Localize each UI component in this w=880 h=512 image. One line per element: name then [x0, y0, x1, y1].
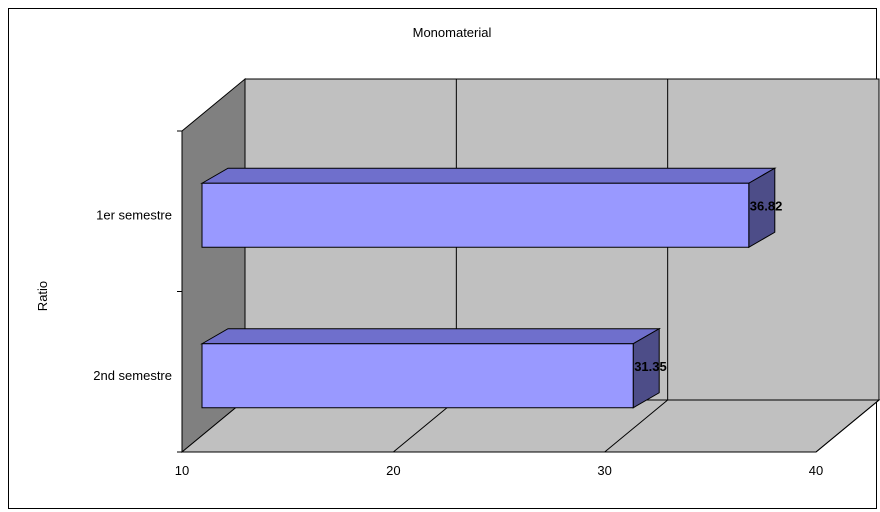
floor-gridline	[393, 399, 457, 453]
bar	[200, 327, 662, 409]
labels: Monomaterial Ratio 10 20 30 40 36.82 1er seme…	[35, 25, 823, 478]
floor-gridline	[815, 399, 880, 453]
bar	[200, 167, 777, 249]
bar-top	[200, 328, 662, 345]
bars	[200, 167, 777, 409]
x-tick-label: 20	[386, 463, 400, 478]
x-tick-label: 30	[597, 463, 611, 478]
x-tick-label: 40	[809, 463, 823, 478]
floor-gridline	[604, 399, 668, 453]
category-label: 1er semestre	[96, 207, 172, 222]
bar-front	[201, 343, 634, 409]
data-label: 31.35	[634, 359, 667, 374]
axes	[177, 130, 816, 453]
category-label: 2nd semestre	[93, 368, 172, 383]
bar-top	[200, 167, 777, 184]
chart-title: Monomaterial	[413, 25, 492, 40]
data-label: 36.82	[750, 198, 783, 213]
bar-front	[201, 182, 750, 248]
y-axis-label: Ratio	[35, 281, 50, 311]
x-tick-label: 10	[175, 463, 189, 478]
